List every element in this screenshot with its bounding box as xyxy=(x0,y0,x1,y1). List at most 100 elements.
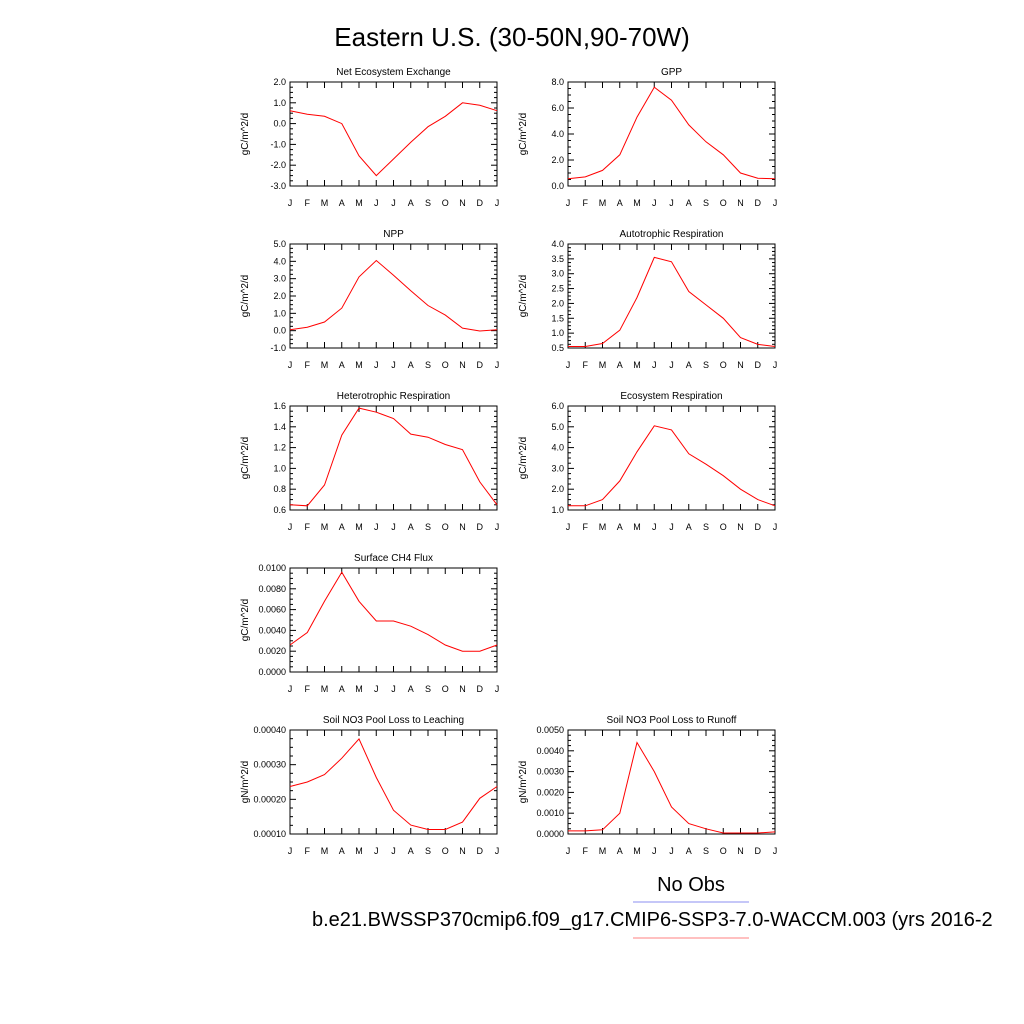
x-tick-label: M xyxy=(633,846,641,856)
x-tick-label: J xyxy=(669,522,674,532)
chart-panel: Net Ecosystem Exchange gC/m^2/d 2.0 1.0 0.0 -… xyxy=(240,67,499,208)
x-tick-label: F xyxy=(305,846,311,856)
y-tick-label: 2.0 xyxy=(551,484,564,494)
plot-frame xyxy=(567,405,776,511)
x-tick-label: J xyxy=(288,198,293,208)
x-tick-label: S xyxy=(425,684,431,694)
y-tick-label: 1.6 xyxy=(273,401,286,411)
x-tick-label: M xyxy=(321,846,329,856)
x-tick-label: J xyxy=(374,198,379,208)
x-tick-label: D xyxy=(755,846,762,856)
x-tick-label: J xyxy=(652,198,657,208)
chart-panel: Ecosystem Respiration gC/m^2/d 6.0 5.0 4.0 3.… xyxy=(518,391,777,532)
x-tick-label: N xyxy=(737,198,744,208)
x-tick-label: M xyxy=(355,684,363,694)
x-tick-label: A xyxy=(339,198,345,208)
x-tick-label: S xyxy=(425,198,431,208)
x-tick-label: J xyxy=(566,360,571,370)
series-line xyxy=(289,407,498,507)
x-tick-label: S xyxy=(425,846,431,856)
x-tick-label: D xyxy=(755,360,762,370)
y-axis-label: gC/m^2/d xyxy=(518,113,529,156)
panel-title: Soil NO3 Pool Loss to Runoff xyxy=(607,715,737,726)
x-tick-label: D xyxy=(477,360,484,370)
series-line xyxy=(289,259,498,332)
x-tick-label: M xyxy=(355,360,363,370)
x-tick-label: A xyxy=(617,360,623,370)
x-tick-label: M xyxy=(633,198,641,208)
y-tick-label: 1.0 xyxy=(273,463,286,473)
x-tick-label: M xyxy=(321,684,329,694)
x-tick-label: J xyxy=(669,360,674,370)
y-tick-label: 2.0 xyxy=(273,291,286,301)
y-tick-label: 0.0080 xyxy=(258,584,286,594)
x-tick-label: J xyxy=(288,360,293,370)
panel-title: GPP xyxy=(661,67,682,78)
panel-title: Ecosystem Respiration xyxy=(620,391,722,402)
x-tick-label: J xyxy=(566,846,571,856)
y-tick-label: 0.0030 xyxy=(536,767,564,777)
y-tick-label: -1.0 xyxy=(270,139,286,149)
panels: Net Ecosystem Exchange gC/m^2/d 2.0 1.0 0.0 -… xyxy=(240,67,777,856)
x-tick-label: D xyxy=(477,522,484,532)
x-tick-label: O xyxy=(442,522,449,532)
x-tick-label: F xyxy=(305,522,311,532)
x-tick-label: S xyxy=(425,522,431,532)
x-tick-label: J xyxy=(391,684,396,694)
y-tick-label: 0.00030 xyxy=(253,760,286,770)
plot-frame xyxy=(289,243,498,349)
x-tick-label: N xyxy=(459,846,466,856)
panel-title: Heterotrophic Respiration xyxy=(337,391,450,402)
y-tick-label: 1.0 xyxy=(551,505,564,515)
x-tick-label: F xyxy=(583,198,589,208)
y-tick-label: 0.00040 xyxy=(253,725,286,735)
plot-frame xyxy=(567,243,776,349)
y-tick-label: 3.0 xyxy=(273,274,286,284)
y-tick-label: 0.0020 xyxy=(536,787,564,797)
x-tick-label: J xyxy=(495,684,500,694)
y-tick-label: -2.0 xyxy=(270,160,286,170)
y-tick-label: 2.0 xyxy=(551,298,564,308)
y-tick-label: 0.0 xyxy=(551,181,564,191)
figure-title: Eastern U.S. (30-50N,90-70W) xyxy=(334,22,689,52)
chart-panel: Heterotrophic Respiration gC/m^2/d 1.6 1.4 1… xyxy=(240,391,499,532)
legend-label-obs: No Obs xyxy=(657,874,725,896)
x-tick-label: J xyxy=(374,360,379,370)
x-tick-label: F xyxy=(583,360,589,370)
x-tick-label: A xyxy=(339,846,345,856)
y-tick-label: 0.0100 xyxy=(258,563,286,573)
y-tick-label: 0.00020 xyxy=(253,794,286,804)
x-tick-label: J xyxy=(495,522,500,532)
x-tick-label: F xyxy=(583,846,589,856)
x-tick-label: O xyxy=(720,360,727,370)
x-tick-label: A xyxy=(686,360,692,370)
plot-frame xyxy=(289,81,498,187)
series-line xyxy=(289,571,498,652)
x-tick-label: J xyxy=(773,198,778,208)
x-tick-label: D xyxy=(755,198,762,208)
y-tick-label: 4.0 xyxy=(551,443,564,453)
x-tick-label: A xyxy=(617,198,623,208)
x-tick-label: F xyxy=(305,360,311,370)
x-tick-label: A xyxy=(339,522,345,532)
x-tick-label: D xyxy=(477,684,484,694)
y-tick-label: 4.0 xyxy=(551,239,564,249)
x-tick-label: S xyxy=(703,360,709,370)
y-tick-label: 0.0 xyxy=(273,119,286,129)
x-tick-label: N xyxy=(737,846,744,856)
y-axis-label: gC/m^2/d xyxy=(518,275,529,318)
y-tick-label: 6.0 xyxy=(551,103,564,113)
x-tick-label: N xyxy=(459,360,466,370)
x-tick-label: D xyxy=(477,846,484,856)
y-tick-label: -1.0 xyxy=(270,343,286,353)
x-tick-label: M xyxy=(355,846,363,856)
y-tick-label: 4.0 xyxy=(273,256,286,266)
plot-frame xyxy=(289,405,498,511)
x-tick-label: M xyxy=(633,522,641,532)
y-tick-label: 2.5 xyxy=(551,284,564,294)
y-tick-label: 2.0 xyxy=(273,77,286,87)
y-tick-label: 1.5 xyxy=(551,313,564,323)
x-tick-label: M xyxy=(355,522,363,532)
series-line xyxy=(568,256,776,347)
